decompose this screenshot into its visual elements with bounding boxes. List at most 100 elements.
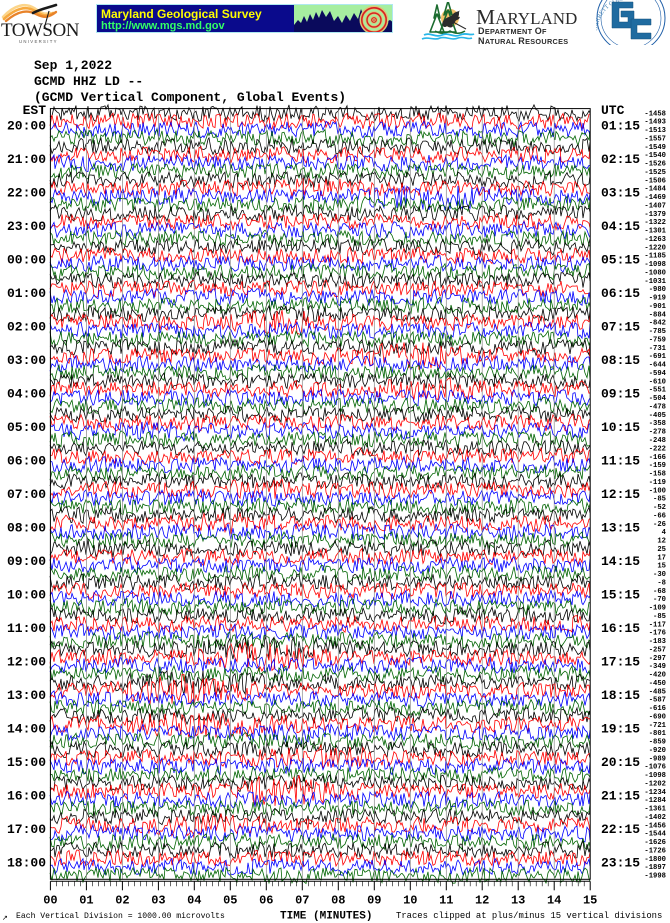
svg-text:-551: -551 (649, 387, 667, 395)
svg-text:03:15: 03:15 (601, 185, 640, 200)
svg-text:21:00: 21:00 (7, 152, 46, 167)
svg-text:-85: -85 (653, 613, 666, 621)
svg-text:-1361: -1361 (644, 806, 666, 814)
svg-text:-1493: -1493 (644, 119, 666, 127)
svg-text:16:00: 16:00 (7, 789, 46, 804)
svg-text:EST: EST (23, 103, 47, 118)
svg-text:-859: -859 (649, 739, 666, 747)
svg-text:22:15: 22:15 (601, 822, 640, 837)
svg-text:-1506: -1506 (644, 177, 666, 185)
svg-text:-1202: -1202 (644, 781, 666, 789)
svg-text:-52: -52 (653, 504, 666, 512)
svg-text:-1513: -1513 (644, 127, 666, 135)
svg-text:-1031: -1031 (644, 278, 666, 286)
svg-text:13:00: 13:00 (7, 688, 46, 703)
svg-text:-1549: -1549 (644, 144, 666, 152)
svg-text:-1098: -1098 (644, 261, 666, 269)
svg-text:16:15: 16:15 (601, 621, 640, 636)
svg-text:06:00: 06:00 (7, 453, 46, 468)
svg-text:-1726: -1726 (644, 848, 666, 856)
svg-text:-70: -70 (653, 596, 666, 604)
svg-text:-1322: -1322 (644, 219, 666, 227)
svg-text:-1484: -1484 (644, 186, 666, 194)
svg-text:23:00: 23:00 (7, 219, 46, 234)
svg-text:4: 4 (662, 529, 667, 537)
svg-text:01:00: 01:00 (7, 286, 46, 301)
svg-text:20:00: 20:00 (7, 118, 46, 133)
svg-text:-1402: -1402 (644, 814, 666, 822)
svg-text:04: 04 (187, 893, 201, 907)
svg-text:-68: -68 (653, 588, 666, 596)
svg-text:-1284: -1284 (644, 797, 666, 805)
svg-text:09: 09 (367, 893, 381, 907)
svg-text:06: 06 (259, 893, 273, 907)
svg-text:03:00: 03:00 (7, 353, 46, 368)
svg-text:-587: -587 (649, 697, 666, 705)
svg-text:-159: -159 (649, 462, 666, 470)
svg-text:08: 08 (331, 893, 345, 907)
svg-text:-1540: -1540 (644, 152, 666, 160)
svg-text:05:15: 05:15 (601, 252, 640, 267)
svg-text:-450: -450 (649, 680, 666, 688)
svg-text:-183: -183 (649, 638, 666, 646)
svg-text:-1080: -1080 (644, 270, 666, 278)
svg-text:-30: -30 (653, 571, 666, 579)
svg-text:-1098: -1098 (644, 772, 666, 780)
svg-text:-1800: -1800 (644, 856, 666, 864)
svg-text:-358: -358 (649, 420, 666, 428)
svg-text:-485: -485 (649, 688, 666, 696)
svg-text:-731: -731 (649, 345, 667, 353)
svg-text:15: 15 (657, 563, 666, 571)
svg-text:-759: -759 (649, 337, 666, 345)
svg-text:-1557: -1557 (644, 135, 666, 143)
svg-text:-1185: -1185 (644, 253, 666, 261)
svg-text:07: 07 (295, 893, 309, 907)
svg-text:-785: -785 (649, 328, 666, 336)
svg-text:04:00: 04:00 (7, 386, 46, 401)
svg-text:-109: -109 (649, 605, 666, 613)
svg-text:-1544: -1544 (644, 831, 666, 839)
svg-text:12:15: 12:15 (601, 487, 640, 502)
svg-text:12: 12 (475, 893, 489, 907)
svg-text:-691: -691 (649, 353, 667, 361)
svg-text:-989: -989 (649, 755, 666, 763)
svg-text:Traces clipped at plus/minus 1: Traces clipped at plus/minus 15 vertical… (396, 911, 662, 921)
svg-text:-257: -257 (649, 646, 666, 654)
svg-text:-1220: -1220 (644, 244, 666, 252)
svg-text:07:15: 07:15 (601, 319, 640, 334)
svg-text:-616: -616 (649, 705, 666, 713)
svg-text:25: 25 (657, 546, 666, 554)
svg-text:-594: -594 (649, 370, 667, 378)
svg-text:-1456: -1456 (644, 822, 666, 830)
svg-text:TIME (MINUTES): TIME (MINUTES) (280, 911, 372, 923)
svg-text:-644: -644 (649, 362, 667, 370)
svg-text:02:15: 02:15 (601, 152, 640, 167)
svg-text:-1897: -1897 (644, 864, 666, 872)
svg-text:05: 05 (223, 893, 237, 907)
svg-text:-1263: -1263 (644, 236, 666, 244)
svg-text:09:15: 09:15 (601, 386, 640, 401)
svg-text:-119: -119 (649, 479, 666, 487)
svg-text:12: 12 (657, 538, 666, 546)
svg-text:-278: -278 (649, 429, 666, 437)
svg-text:10:00: 10:00 (7, 588, 46, 603)
svg-text:-349: -349 (649, 663, 666, 671)
svg-text:12:00: 12:00 (7, 655, 46, 670)
svg-text:↗: ↗ (2, 915, 8, 922)
svg-text:05:00: 05:00 (7, 420, 46, 435)
svg-text:07:00: 07:00 (7, 487, 46, 502)
svg-text:20:15: 20:15 (601, 755, 640, 770)
svg-text:-1076: -1076 (644, 764, 666, 772)
svg-text:-420: -420 (649, 672, 666, 680)
svg-text:01: 01 (79, 893, 93, 907)
svg-text:-85: -85 (653, 496, 666, 504)
svg-text:04:15: 04:15 (601, 219, 640, 234)
svg-text:-117: -117 (649, 621, 666, 629)
svg-text:17: 17 (657, 554, 666, 562)
svg-text:-920: -920 (649, 747, 666, 755)
svg-text:18:00: 18:00 (7, 856, 46, 871)
svg-text:02: 02 (115, 893, 129, 907)
svg-text:19:15: 19:15 (601, 722, 640, 737)
svg-text:15:15: 15:15 (601, 588, 640, 603)
svg-text:-222: -222 (649, 445, 666, 453)
